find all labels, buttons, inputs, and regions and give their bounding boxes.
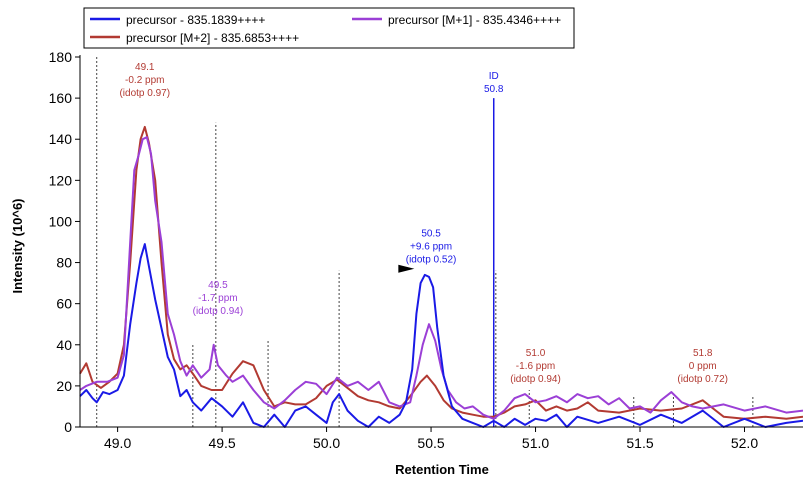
- peak-annotation-line: 0 ppm: [689, 361, 717, 372]
- y-tick-label: 40: [56, 337, 72, 353]
- peak-annotation-line: -1.6 ppm: [516, 361, 555, 372]
- y-tick-label: 100: [49, 213, 73, 229]
- x-tick-label: 49.0: [104, 435, 131, 451]
- peak-annotation-line: ID: [489, 71, 499, 82]
- x-tick-label: 51.5: [626, 435, 653, 451]
- peak-annotation-line: 51.0: [526, 348, 546, 359]
- y-tick-label: 20: [56, 378, 72, 394]
- plot-area: 49.1 -0.2 ppm (idotp 0.97) 49.5 -1.7 ppm (ido…: [79, 57, 803, 428]
- peak-annotation-line: (idotp 0.94): [510, 374, 561, 385]
- peak-annotation-line: 50.8: [484, 84, 504, 95]
- y-tick-label: 0: [64, 419, 72, 435]
- peak-marker-icon: [398, 264, 415, 273]
- peak-annotation-line: (idotp 0.72): [677, 374, 728, 385]
- legend-label: precursor [M+1] - 835.4346++++: [388, 13, 561, 27]
- axes: 0 20 40 60 80 100 120 140 160 180 49.0 49.5 50.0 50.5…: [49, 49, 803, 451]
- series-line-1: [79, 136, 803, 420]
- peak-annotation-line: 50.5: [421, 229, 441, 240]
- peak-annotation-line: (idotp 0.52): [406, 255, 457, 266]
- y-tick-label: 180: [49, 49, 73, 65]
- y-tick-label: 80: [56, 255, 72, 271]
- legend: precursor - 835.1839++++ precursor [M+1] …: [83, 7, 575, 49]
- y-tick-label: 140: [49, 131, 73, 147]
- peak-annotation-line: +9.6 ppm: [410, 242, 452, 253]
- x-tick-label: 49.5: [208, 435, 235, 451]
- peak-annotation-line: 51.8: [693, 348, 713, 359]
- peak-annotation-line: -0.2 ppm: [125, 75, 164, 86]
- series-line-2: [79, 243, 803, 428]
- x-tick-label: 50.5: [417, 435, 444, 451]
- legend-label: precursor [M+2] - 835.6853++++: [126, 31, 299, 45]
- peak-annotation-line: -1.7 ppm: [198, 293, 237, 304]
- peak-annotation-line: 49.5: [208, 280, 228, 291]
- x-axis-label: Retention Time: [395, 462, 489, 477]
- peak-annotation-line: 49.1: [135, 62, 155, 73]
- y-tick-label: 60: [56, 296, 72, 312]
- legend-box: [83, 7, 575, 49]
- x-tick-label: 50.0: [313, 435, 340, 451]
- x-tick-label: 51.0: [522, 435, 549, 451]
- y-axis-label: Intensity (10^6): [10, 198, 25, 293]
- y-tick-label: 120: [49, 172, 73, 188]
- legend-label: precursor - 835.1839++++: [126, 13, 265, 27]
- peak-annotation-line: (idotp 0.94): [193, 306, 244, 317]
- peak-annotation-line: (idotp 0.97): [119, 88, 170, 99]
- y-tick-label: 160: [49, 90, 73, 106]
- x-tick-label: 52.0: [731, 435, 758, 451]
